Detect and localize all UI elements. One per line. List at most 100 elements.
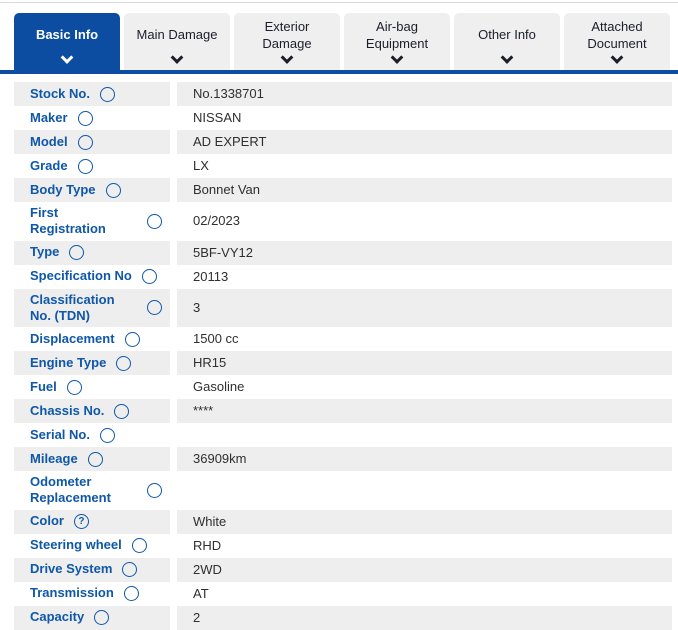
table-row-classification-no-tdn: Classification No. (TDN) 3 <box>14 288 672 327</box>
table-row-first-registration: First Registration 02/2023 <box>14 202 672 241</box>
row-label-cell: Classification No. (TDN) <box>14 288 170 327</box>
row-value-cell <box>177 471 672 510</box>
row-value-cell: 20113 <box>177 264 672 289</box>
tab-label: Air-bag Equipment <box>365 19 429 51</box>
row-label: Drive System <box>30 561 113 577</box>
table-row-capacity: Capacity 2 <box>14 605 672 630</box>
row-value: White <box>193 513 227 529</box>
row-label-cell: Chassis No. <box>14 399 170 423</box>
row-label: Engine Type <box>30 354 107 370</box>
row-label-cell: Capacity <box>14 605 170 630</box>
help-icon[interactable] <box>66 379 82 395</box>
row-label: Chassis No. <box>30 402 105 418</box>
tab-attached-document[interactable]: Attached Document <box>564 13 670 70</box>
row-label-cell: Steering wheel <box>14 533 170 558</box>
row-label-cell: Stock No. <box>14 82 170 106</box>
row-label-cell: Drive System <box>14 557 170 582</box>
row-value: AT <box>193 585 209 601</box>
row-value: HR15 <box>193 355 227 371</box>
row-value-cell: 2 <box>177 605 672 630</box>
help-icon[interactable] <box>116 355 132 371</box>
chevron-down-icon <box>500 51 514 64</box>
active-tab-indicator-bar <box>0 70 678 74</box>
row-value-cell: 5BF-VY12 <box>177 240 672 265</box>
row-label-cell: Engine Type <box>14 351 170 375</box>
row-value-cell: White <box>177 509 672 534</box>
row-label-cell: Type <box>14 240 170 265</box>
row-label-cell: Fuel <box>14 375 170 399</box>
row-label-cell: Serial No. <box>14 423 170 447</box>
tab-air-bag-equipment[interactable]: Air-bag Equipment <box>344 13 450 70</box>
row-value-cell <box>177 423 672 447</box>
chevron-down-icon <box>280 51 294 64</box>
help-icon[interactable] <box>77 134 93 150</box>
tab-label: Other Info <box>478 27 536 43</box>
tab-label: Exterior Damage <box>262 19 312 51</box>
help-icon[interactable] <box>141 269 157 284</box>
row-value-cell: AT <box>177 581 672 606</box>
help-icon[interactable] <box>123 586 139 601</box>
row-label: Classification No. (TDN) <box>30 291 115 323</box>
table-row-model: Model AD EXPERT <box>14 130 672 154</box>
row-label-cell: Model <box>14 130 170 154</box>
help-icon[interactable] <box>99 86 115 102</box>
row-value: 5BF-VY12 <box>193 244 253 260</box>
row-value: **** <box>193 403 214 419</box>
help-icon[interactable] <box>105 182 121 198</box>
row-label: Mileage <box>30 450 78 466</box>
table-row-grade: Grade LX <box>14 154 672 178</box>
row-label: Maker <box>30 109 68 125</box>
help-icon[interactable] <box>124 331 140 347</box>
help-icon[interactable] <box>77 158 93 174</box>
row-value: NISSAN <box>193 110 242 126</box>
table-row-odometer-replacement: Odometer Replacement <box>14 471 672 510</box>
help-icon[interactable] <box>147 300 162 316</box>
help-icon[interactable] <box>77 110 93 126</box>
tab-label: Main Damage <box>136 27 218 43</box>
row-value: RHD <box>193 537 222 553</box>
table-row-stock-no: Stock No. No.1338701 <box>14 82 672 106</box>
help-icon[interactable] <box>122 562 138 577</box>
row-value-cell: Gasoline <box>177 375 672 399</box>
tab-basic-info[interactable]: Basic Info <box>14 13 120 70</box>
row-label: Odometer Replacement <box>30 474 111 506</box>
row-label: Serial No. <box>30 426 90 442</box>
help-icon[interactable] <box>99 427 115 443</box>
help-icon[interactable] <box>147 213 162 229</box>
tab-other-info[interactable]: Other Info <box>454 13 560 70</box>
row-label: Transmission <box>30 585 114 601</box>
top-divider <box>0 2 678 3</box>
table-row-color: Color ? White <box>14 509 672 534</box>
chevron-down-icon <box>610 51 624 64</box>
tab-bar: Basic Info Main Damage Exterior Damage A… <box>14 13 670 70</box>
row-label-cell: Mileage <box>14 447 170 471</box>
row-label: Steering wheel <box>30 537 122 553</box>
tab-exterior-damage[interactable]: Exterior Damage <box>234 13 340 70</box>
row-label: First Registration <box>30 205 106 237</box>
tab-main-damage[interactable]: Main Damage <box>124 13 230 70</box>
row-value: 02/2023 <box>193 213 240 229</box>
tab-label: Attached Document <box>587 19 647 51</box>
help-icon[interactable]: ? <box>73 514 89 529</box>
row-value-cell: 1500 cc <box>177 327 672 351</box>
row-value-cell: RHD <box>177 533 672 558</box>
row-value-cell: Bonnet Van <box>177 178 672 202</box>
row-value: No.1338701 <box>193 86 264 102</box>
row-label-cell: First Registration <box>14 202 170 241</box>
row-label-cell: Odometer Replacement <box>14 471 170 510</box>
row-label: Displacement <box>30 330 115 346</box>
table-row-serial-no: Serial No. <box>14 423 672 447</box>
table-row-specification-no: Specification No 20113 <box>14 264 672 289</box>
chevron-down-icon <box>60 51 74 64</box>
help-icon[interactable] <box>114 403 130 419</box>
row-value-cell: AD EXPERT <box>177 130 672 154</box>
table-row-mileage: Mileage 36909km <box>14 447 672 471</box>
help-icon[interactable] <box>147 482 162 498</box>
row-value: 3 <box>193 299 201 315</box>
help-icon[interactable] <box>131 538 147 553</box>
help-icon[interactable] <box>87 451 103 467</box>
help-icon[interactable] <box>69 245 85 260</box>
help-icon[interactable] <box>94 610 110 625</box>
row-label: Stock No. <box>30 85 90 101</box>
